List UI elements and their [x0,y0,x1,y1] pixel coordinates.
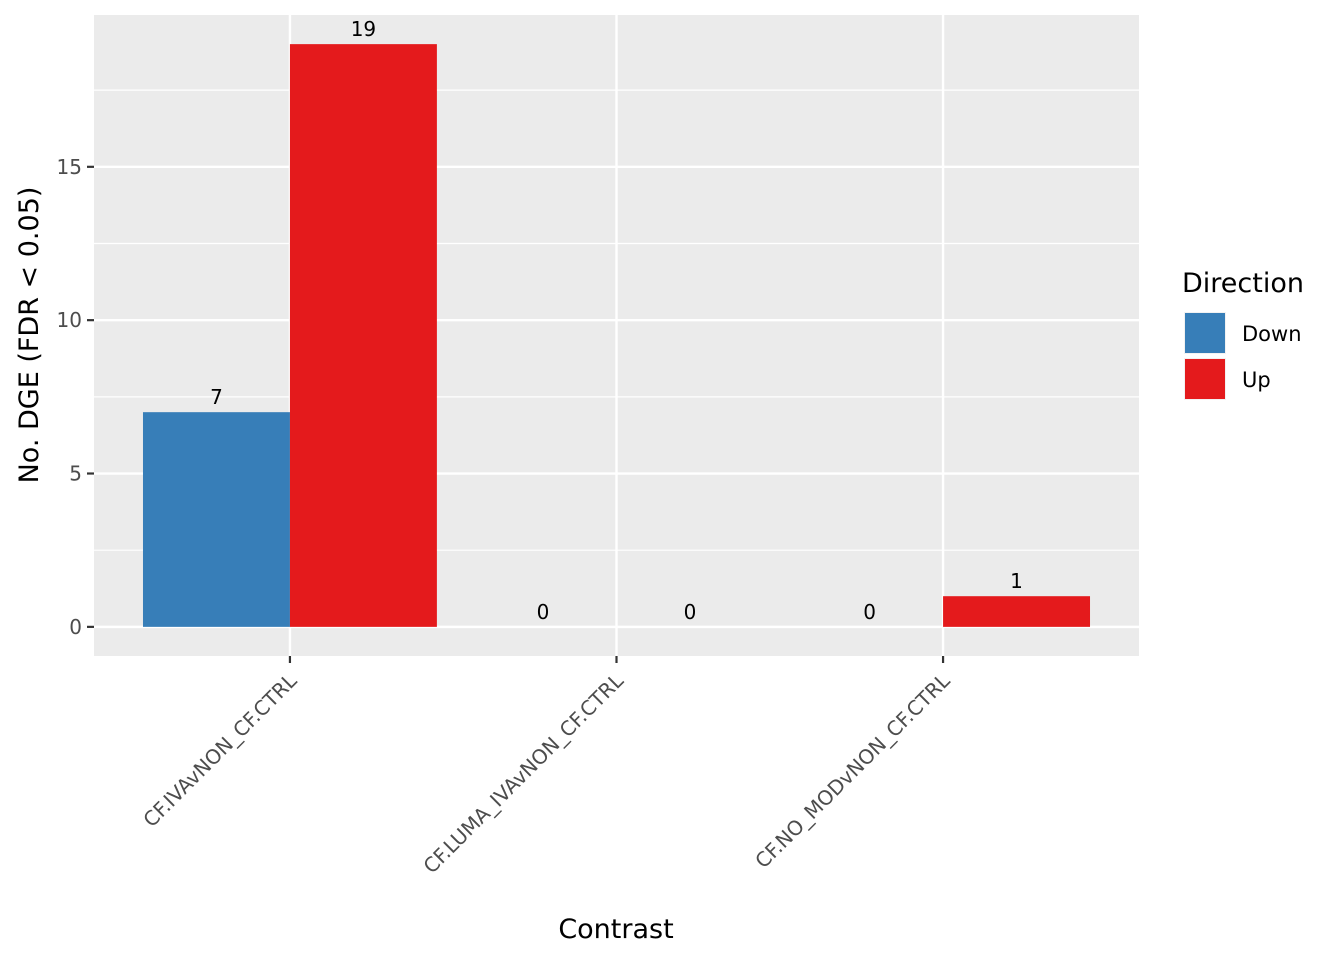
data-label-down-2: 0 [537,600,550,624]
bars [142,44,1091,627]
x-axis: CF.IVAvNON_CF.CTRL CF.LUMA_IVAvNON_CF.CTR… [138,656,955,878]
legend-title: Direction [1182,268,1304,299]
x-tick-label: CF.LUMA_IVAvNON_CF.CTRL [418,668,628,878]
y-tick-label: 15 [57,155,82,179]
data-label-up-2: 0 [684,600,697,624]
data-label-up-3: 1 [1010,569,1023,593]
x-tick-label: CF.IVAvNON_CF.CTRL [138,668,302,832]
y-tick-label: 0 [69,615,82,639]
data-labels: 7 0 0 19 0 1 [210,17,1023,624]
bar-up-1 [289,44,437,627]
y-axis: 0 5 10 15 [57,155,94,639]
legend-swatch-up [1185,359,1225,399]
legend: Direction Down Up [1182,268,1304,400]
legend-swatch-down [1185,313,1225,353]
data-label-up-1: 19 [351,17,376,41]
y-tick-label: 5 [69,462,82,486]
bar-up-3 [943,596,1091,627]
data-label-down-1: 7 [210,385,223,409]
legend-label-up: Up [1242,368,1271,392]
y-axis-title: No. DGE (FDR < 0.05) [14,187,45,484]
legend-label-down: Down [1242,322,1302,346]
y-tick-label: 10 [57,308,82,332]
x-tick-label: CF.NO_MODvNON_CF.CTRL [750,668,955,873]
data-label-down-3: 0 [863,600,876,624]
x-axis-title: Contrast [558,914,673,945]
bar-down-1 [142,412,290,627]
legend-items: Down Up [1184,312,1302,400]
